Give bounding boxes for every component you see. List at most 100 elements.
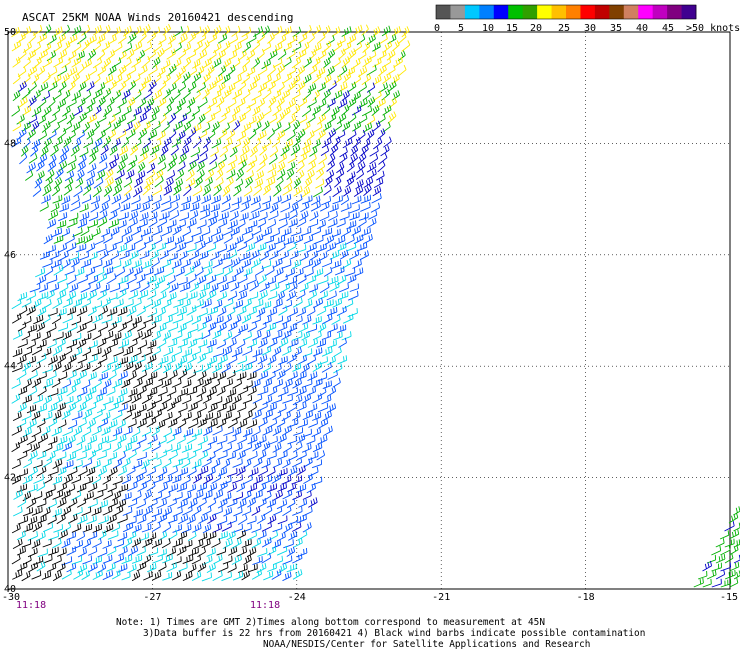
- wind-barb: [82, 523, 93, 533]
- wind-barb: [186, 49, 197, 60]
- wind-barb: [291, 521, 302, 532]
- wind-barb: [317, 113, 327, 125]
- wind-barb: [182, 505, 193, 516]
- wind-barb: [159, 250, 169, 260]
- wind-barb: [251, 90, 262, 101]
- wind-barb: [107, 419, 118, 429]
- wind-barb: [84, 178, 95, 190]
- wind-barb: [187, 402, 198, 412]
- wind-barb: [257, 130, 267, 141]
- wind-barb: [151, 521, 161, 532]
- wind-barb: [237, 49, 247, 62]
- wind-barb: [213, 300, 223, 310]
- wind-barb: [163, 444, 173, 454]
- wind-barb: [92, 313, 103, 324]
- wind-barb: [27, 324, 37, 333]
- wind-barb: [106, 562, 116, 572]
- wind-barb: [162, 24, 172, 36]
- wind-barb: [241, 195, 251, 205]
- wind-barb: [366, 168, 377, 180]
- wind-barb: [149, 144, 160, 156]
- wind-barb: [112, 442, 122, 453]
- wind-barb: [37, 96, 47, 109]
- wind-barb: [206, 80, 217, 92]
- wind-barb: [110, 226, 120, 237]
- wind-barb: [27, 531, 38, 541]
- wind-barb: [257, 82, 268, 93]
- wind-barb: [303, 299, 313, 309]
- wind-barb: [13, 506, 23, 517]
- wind-barb: [226, 403, 237, 413]
- wind-barb: [302, 186, 311, 198]
- wind-barb: [103, 185, 113, 197]
- wind-barb: [321, 137, 332, 149]
- wind-barb: [232, 314, 242, 325]
- wind-barb: [152, 554, 163, 564]
- wind-barb: [88, 546, 98, 556]
- wind-barb: [172, 507, 183, 517]
- wind-barb: [75, 236, 85, 245]
- wind-barb: [273, 25, 283, 37]
- wind-barb: [47, 339, 57, 349]
- wind-barb: [267, 113, 278, 125]
- wind-barb: [162, 137, 172, 149]
- wind-barb: [185, 177, 196, 189]
- wind-barb: [252, 409, 262, 420]
- wind-barb: [82, 184, 92, 196]
- wind-barb: [183, 428, 194, 438]
- wind-barb: [246, 33, 257, 44]
- wind-barb: [202, 72, 211, 85]
- wind-barb: [222, 25, 231, 37]
- wind-barb: [401, 40, 411, 52]
- wind-barb: [144, 177, 154, 189]
- wind-barb: [216, 339, 227, 349]
- wind-barb: [128, 290, 139, 300]
- wind-barb: [327, 323, 338, 333]
- wind-barb: [291, 411, 301, 421]
- wind-barb: [221, 362, 231, 374]
- wind-barb: [189, 202, 200, 212]
- wind-barb: [182, 106, 192, 118]
- wind-barb: [302, 24, 312, 37]
- wind-barb: [217, 531, 228, 540]
- wind-barb: [32, 89, 41, 102]
- wind-barb: [209, 251, 220, 261]
- wind-barb: [78, 418, 87, 428]
- wind-barb: [66, 466, 78, 477]
- wind-barb: [287, 387, 298, 397]
- wind-barb: [237, 274, 248, 284]
- wind-barb: [256, 97, 266, 110]
- wind-barb: [62, 298, 73, 308]
- wind-barb: [17, 386, 28, 396]
- wind-barb: [187, 483, 197, 493]
- wind-barb: [101, 194, 111, 206]
- wind-barb: [128, 250, 139, 261]
- wind-barb: [312, 378, 323, 388]
- wind-barb: [172, 427, 182, 437]
- wind-barb: [82, 538, 92, 549]
- wind-barb: [142, 41, 153, 53]
- wind-barb: [252, 348, 263, 358]
- wind-barb: [93, 24, 102, 36]
- wind-barb: [48, 417, 58, 428]
- wind-barb: [318, 356, 328, 366]
- wind-barb: [63, 136, 72, 148]
- wind-barb: [81, 379, 91, 390]
- wind-barb: [86, 129, 95, 140]
- wind-barb: [42, 72, 51, 84]
- wind-barb: [142, 137, 152, 149]
- wind-barb: [42, 456, 53, 468]
- wind-barb: [186, 113, 196, 125]
- wind-barb: [70, 144, 80, 157]
- wind-barb: [11, 26, 20, 38]
- wind-barb: [266, 451, 277, 460]
- wind-barb: [137, 289, 149, 300]
- wind-barb: [297, 114, 308, 125]
- wind-barb: [223, 298, 234, 308]
- wind-barb: [94, 235, 105, 246]
- wind-barb: [33, 474, 44, 484]
- wind-barb: [271, 73, 281, 84]
- wind-barb: [52, 185, 61, 197]
- wind-barb: [313, 186, 323, 198]
- wind-barb: [289, 202, 299, 213]
